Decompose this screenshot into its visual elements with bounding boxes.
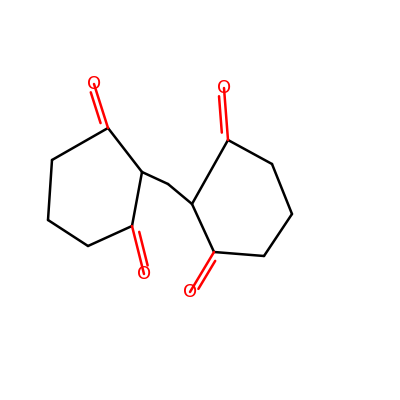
Text: O: O	[217, 79, 231, 97]
Text: O: O	[183, 283, 197, 301]
Text: O: O	[137, 265, 151, 283]
Text: O: O	[87, 75, 101, 93]
